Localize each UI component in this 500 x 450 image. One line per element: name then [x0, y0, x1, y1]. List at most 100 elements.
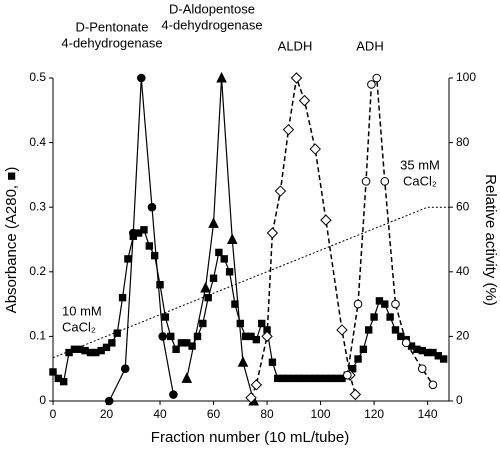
y2-tick-label: 80: [456, 135, 470, 149]
marker: [156, 281, 164, 289]
marker: [120, 364, 130, 374]
marker: [252, 335, 261, 344]
marker: [336, 324, 348, 336]
x-tick-label: 0: [50, 407, 57, 421]
x-tick-label: 80: [260, 407, 274, 421]
marker: [391, 299, 400, 309]
marker: [237, 356, 249, 367]
marker: [320, 214, 332, 226]
marker: [104, 396, 114, 406]
marker: [208, 217, 219, 228]
marker: [102, 343, 111, 352]
marker: [386, 313, 394, 321]
marker: [140, 226, 148, 234]
marker: [204, 293, 212, 302]
marker: [349, 388, 362, 401]
annotation: 35 mM: [400, 157, 440, 172]
marker: [372, 73, 382, 83]
marker: [124, 255, 132, 263]
marker: [343, 370, 352, 380]
marker: [354, 355, 362, 363]
marker: [118, 293, 127, 302]
series-line: [186, 77, 255, 402]
marker: [428, 380, 438, 390]
marker: [417, 364, 427, 374]
marker: [172, 345, 180, 354]
annotation: ALDH: [278, 38, 313, 53]
annotation: D-Pentonate: [76, 19, 149, 34]
marker: [108, 339, 116, 347]
marker: [167, 332, 175, 341]
marker: [282, 123, 295, 136]
marker: [353, 299, 363, 309]
marker: [199, 319, 207, 328]
marker: [365, 326, 373, 334]
marker: [226, 233, 238, 244]
marker: [60, 377, 68, 386]
marker: [370, 313, 378, 321]
x-tick-label: 100: [311, 407, 331, 421]
marker: [261, 330, 273, 343]
series-line: [108, 77, 174, 402]
marker: [401, 338, 411, 348]
marker: [169, 390, 178, 399]
marker: [359, 345, 368, 354]
y-tick-label: 0.5: [29, 70, 46, 84]
y2-tick-label: 100: [456, 70, 476, 84]
x-tick-label: 60: [207, 407, 221, 421]
marker: [216, 71, 227, 83]
marker: [268, 358, 277, 366]
marker: [380, 177, 390, 186]
y2-axis-label: Relative activity (%): [482, 174, 499, 306]
x-tick-label: 120: [364, 407, 384, 421]
series-line: [346, 76, 434, 386]
marker: [361, 177, 371, 186]
y-tick-label: 0.3: [29, 199, 46, 213]
series-line: [250, 77, 357, 399]
marker: [309, 143, 321, 155]
marker: [193, 332, 202, 341]
marker: [391, 326, 400, 334]
y-tick-label: 0.4: [29, 135, 46, 149]
marker: [181, 372, 193, 383]
y2-tick-label: 60: [456, 199, 470, 213]
y-tick-label: 0.1: [29, 329, 46, 343]
gradient-line: [52, 206, 449, 359]
annotation: 4-dehydrogenase: [61, 35, 162, 50]
y-axis-label: Absorbance (A280, ■): [3, 167, 20, 314]
annotation: D-Aldopentose: [169, 1, 255, 16]
marker: [274, 185, 287, 197]
marker: [439, 355, 448, 363]
annotation: CaCl₂: [62, 319, 96, 334]
marker: [215, 248, 223, 257]
axis-frame: [52, 78, 450, 402]
x-tick-label: 20: [100, 407, 114, 421]
marker: [158, 332, 168, 341]
marker: [381, 300, 389, 308]
marker: [290, 72, 303, 84]
annotation: ADH: [356, 38, 383, 53]
y-tick-label: 0: [39, 393, 46, 407]
marker: [245, 392, 257, 404]
marker: [258, 319, 266, 328]
x-tick-label: 140: [418, 407, 438, 421]
marker: [147, 202, 157, 212]
y2-tick-label: 0: [456, 393, 463, 407]
marker: [136, 73, 146, 83]
x-tick-label: 40: [153, 407, 167, 421]
marker: [250, 379, 263, 391]
marker: [188, 342, 196, 350]
y-tick-label: 0.2: [29, 264, 46, 278]
marker: [298, 94, 311, 107]
marker: [113, 329, 121, 337]
marker: [49, 368, 57, 376]
marker: [209, 274, 218, 282]
marker: [150, 251, 159, 260]
marker: [225, 268, 234, 276]
x-axis-label: Fraction number (10 mL/tube): [151, 429, 349, 446]
annotation: 10 mM: [62, 303, 102, 318]
annotation: 4-dehydrogenase: [161, 17, 262, 32]
marker: [161, 313, 170, 321]
annotation: CaCl₂: [403, 173, 437, 188]
